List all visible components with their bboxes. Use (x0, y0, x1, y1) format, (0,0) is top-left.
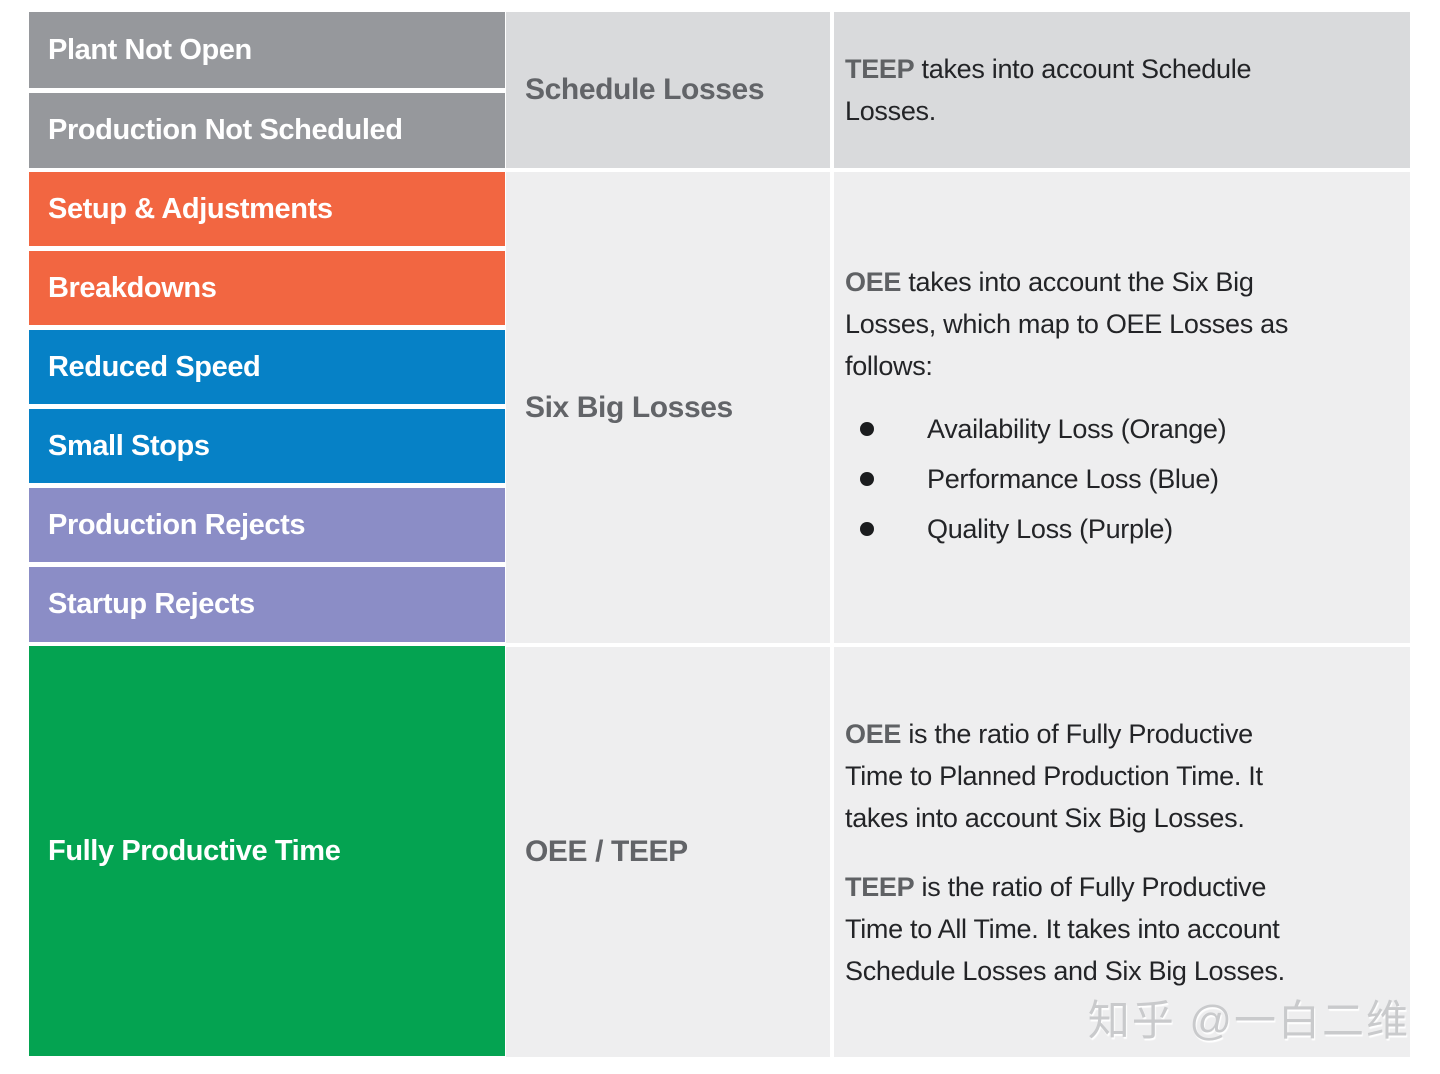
note-body: takes into account the Six Big Losses, w… (845, 267, 1289, 381)
keyword-oee: OEE (845, 267, 902, 297)
bar-label: Production Rejects (48, 508, 306, 541)
category-label: Schedule Losses (525, 73, 765, 106)
bar-label: Fully Productive Time (48, 834, 341, 867)
list-item-availability-loss: Availability Loss (Orange) (845, 404, 1402, 454)
bar-production-rejects: Production Rejects (29, 488, 505, 562)
keyword-teep: TEEP (845, 54, 915, 84)
bullet-icon (860, 422, 874, 436)
category-column: Schedule Losses Six Big Losses OEE / TEE… (506, 12, 830, 1057)
note-schedule-losses: TEEP takes into account Schedule Losses. (834, 12, 1410, 168)
list-item-label: Quality Loss (Purple) (927, 514, 1173, 544)
loss-mapping-list: Availability Loss (Orange) Performance L… (845, 404, 1402, 554)
note-paragraph-oee: OEE is the ratio of Fully Productive Tim… (845, 713, 1402, 839)
bar-breakdowns: Breakdowns (29, 251, 505, 325)
note-paragraph: TEEP takes into account Schedule Losses. (845, 48, 1402, 132)
category-label: Six Big Losses (525, 390, 733, 424)
category-six-big-losses: Six Big Losses (506, 172, 830, 643)
bar-fully-productive-time: Fully Productive Time (29, 646, 505, 1056)
bar-label: Reduced Speed (48, 350, 261, 383)
bullet-icon (860, 522, 874, 536)
zhihu-watermark: 知乎 @一白二维 (1087, 997, 1410, 1044)
bullet-icon (860, 472, 874, 486)
bar-label: Small Stops (48, 429, 210, 462)
note-body: is the ratio of Fully Productive Time to… (845, 871, 1285, 986)
bar-setup-adjustments: Setup & Adjustments (29, 172, 505, 246)
bar-label: Setup & Adjustments (48, 192, 333, 225)
note-six-big-losses: OEE takes into account the Six Big Losse… (834, 172, 1410, 643)
bar-label: Breakdowns (48, 271, 217, 304)
bar-startup-rejects: Startup Rejects (29, 567, 505, 642)
bar-reduced-speed: Reduced Speed (29, 330, 505, 404)
bar-plant-not-open: Plant Not Open (29, 12, 505, 88)
notes-column: TEEP takes into account Schedule Losses.… (834, 12, 1410, 1057)
note-body: takes into account Schedule Losses. (845, 54, 1252, 126)
bar-label: Startup Rejects (48, 588, 255, 620)
bar-label: Production Not Scheduled (48, 114, 403, 146)
note-paragraph-teep: TEEP is the ratio of Fully Productive Ti… (845, 866, 1402, 992)
bar-label: Plant Not Open (48, 33, 252, 66)
keyword-oee: OEE (845, 718, 902, 749)
category-schedule-losses: Schedule Losses (506, 12, 830, 168)
list-item-label: Availability Loss (Orange) (927, 414, 1227, 444)
list-item-quality-loss: Quality Loss (Purple) (845, 504, 1402, 554)
bar-production-not-scheduled: Production Not Scheduled (29, 93, 505, 168)
keyword-teep: TEEP (845, 871, 915, 902)
list-item-label: Performance Loss (Blue) (927, 464, 1219, 494)
note-paragraph: OEE takes into account the Six Big Losse… (845, 261, 1402, 387)
category-label: OEE / TEEP (525, 835, 688, 868)
list-item-performance-loss: Performance Loss (Blue) (845, 454, 1402, 504)
category-oee-teep: OEE / TEEP (506, 647, 830, 1057)
bar-small-stops: Small Stops (29, 409, 505, 483)
note-oee-teep: OEE is the ratio of Fully Productive Tim… (834, 647, 1410, 1057)
note-body: is the ratio of Fully Productive Time to… (845, 718, 1263, 833)
loss-bars-column: Plant Not Open Production Not Scheduled … (29, 12, 505, 1056)
